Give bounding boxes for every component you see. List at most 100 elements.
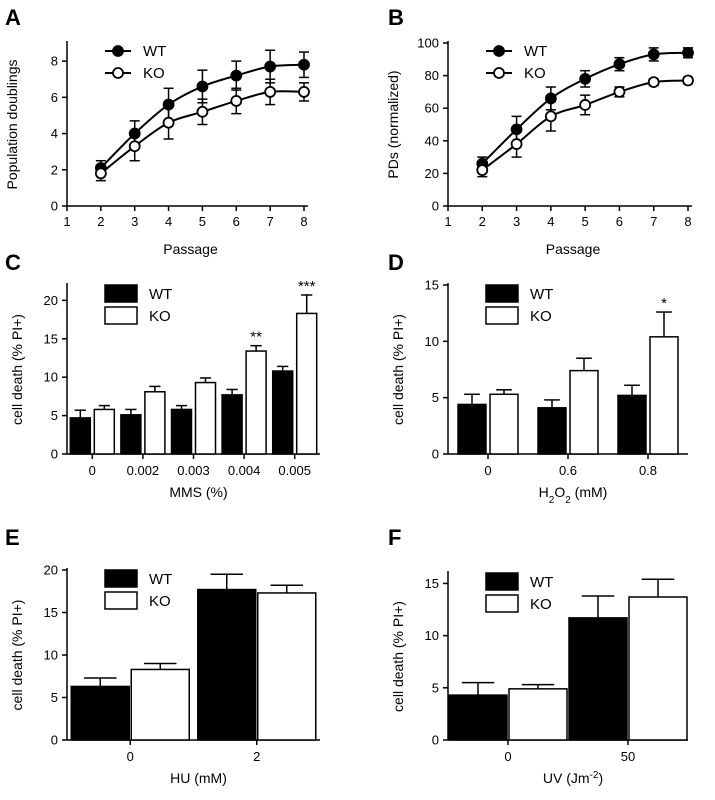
legend-label: KO bbox=[149, 308, 171, 325]
bar-WT bbox=[617, 394, 647, 455]
y-axis-title: cell death (% PI+) bbox=[9, 314, 25, 425]
data-point-WT bbox=[613, 58, 626, 71]
bar-WT bbox=[221, 394, 243, 455]
x-tick-label: 0.005 bbox=[278, 463, 311, 478]
bar-KO bbox=[130, 668, 190, 741]
bar-WT bbox=[537, 407, 567, 455]
legend-label: WT bbox=[524, 43, 547, 60]
x-tick-label: 0.003 bbox=[177, 463, 210, 478]
x-tick-label: 0 bbox=[127, 749, 134, 764]
x-tick-label: 0 bbox=[89, 463, 96, 478]
panel-letter: F bbox=[388, 525, 401, 550]
panel-letter: B bbox=[388, 5, 404, 30]
y-tick-label: 15 bbox=[425, 278, 439, 293]
x-tick-label: 5 bbox=[582, 214, 589, 229]
x-tick-label: 50 bbox=[621, 749, 635, 764]
data-point-KO bbox=[579, 99, 592, 111]
legend-swatch bbox=[104, 284, 138, 303]
bar-WT bbox=[170, 408, 193, 455]
bar-WT bbox=[70, 685, 130, 741]
data-point-WT bbox=[579, 72, 592, 85]
bar-KO bbox=[194, 381, 217, 455]
data-point-KO bbox=[613, 86, 626, 98]
data-point-WT bbox=[230, 69, 243, 82]
data-point-WT bbox=[298, 58, 310, 71]
x-tick-label: 8 bbox=[300, 214, 307, 229]
x-tick-label: 5 bbox=[199, 214, 206, 229]
y-tick-label: 10 bbox=[44, 370, 58, 385]
data-point-WT bbox=[264, 60, 277, 73]
y-axis-title: cell death (% PI+) bbox=[390, 314, 406, 425]
x-axis-title: MMS (%) bbox=[169, 484, 227, 500]
data-point-KO bbox=[264, 86, 277, 98]
x-tick-label: 0 bbox=[504, 749, 511, 764]
bar-WT bbox=[448, 694, 508, 741]
x-tick-label: 4 bbox=[165, 214, 172, 229]
bar-KO bbox=[508, 688, 568, 741]
data-point-KO bbox=[196, 105, 209, 118]
legend-label: WT bbox=[149, 286, 172, 303]
legend-label: KO bbox=[524, 65, 546, 82]
x-tick-label: 7 bbox=[267, 214, 274, 229]
legend-label: WT bbox=[149, 571, 172, 588]
legend-swatch bbox=[104, 591, 138, 610]
y-tick-label: 4 bbox=[51, 126, 58, 141]
significance-label: ** bbox=[250, 329, 262, 346]
y-tick-label: 0 bbox=[432, 447, 439, 462]
bar-WT bbox=[120, 414, 142, 455]
bar-WT bbox=[271, 370, 294, 455]
x-tick-label: 2 bbox=[97, 214, 104, 229]
y-tick-label: 0 bbox=[51, 733, 58, 748]
bar-WT bbox=[197, 588, 257, 741]
legend-swatch bbox=[485, 594, 519, 613]
x-tick-label: 8 bbox=[684, 214, 691, 229]
x-tick-label: 2 bbox=[253, 749, 260, 764]
bar-WT bbox=[568, 617, 628, 741]
x-tick-label: 7 bbox=[650, 214, 657, 229]
legend-label: KO bbox=[530, 596, 552, 613]
x-axis-title: Passage bbox=[546, 241, 601, 257]
data-point-KO bbox=[128, 140, 141, 153]
bar-KO bbox=[569, 369, 599, 455]
legend-swatch bbox=[485, 572, 519, 591]
y-axis-title: Population doublings bbox=[4, 60, 20, 190]
bar-KO bbox=[144, 391, 166, 455]
legend-label: WT bbox=[143, 43, 166, 60]
y-tick-label: 5 bbox=[432, 390, 439, 405]
legend-swatch bbox=[485, 284, 519, 303]
y-tick-label: 0 bbox=[432, 733, 439, 748]
y-tick-label: 0 bbox=[51, 447, 58, 462]
y-tick-label: 15 bbox=[44, 331, 58, 346]
y-tick-label: 60 bbox=[425, 101, 439, 116]
x-tick-label: 0.004 bbox=[228, 463, 261, 478]
x-tick-label: 3 bbox=[131, 214, 138, 229]
x-tick-label: 2 bbox=[479, 214, 486, 229]
bar-KO bbox=[649, 336, 679, 455]
significance-label: * bbox=[661, 295, 667, 312]
data-point-WT bbox=[647, 48, 660, 61]
bar-WT bbox=[69, 417, 92, 455]
x-axis-title: H2O2 (mM) bbox=[539, 484, 608, 506]
legend-swatch bbox=[104, 306, 138, 325]
x-tick-label: 0.002 bbox=[127, 463, 160, 478]
y-tick-label: 2 bbox=[51, 162, 58, 177]
bar-WT bbox=[457, 403, 487, 455]
x-axis-title: UV (Jm-2) bbox=[543, 770, 603, 787]
y-axis-title: cell death (% PI+) bbox=[9, 600, 25, 711]
y-tick-label: 20 bbox=[44, 293, 58, 308]
legend-label: WT bbox=[530, 286, 553, 303]
panel-letter: D bbox=[388, 250, 404, 275]
bar-KO bbox=[245, 350, 267, 455]
data-point-KO bbox=[162, 116, 175, 129]
y-tick-label: 10 bbox=[425, 628, 439, 643]
data-point-KO bbox=[94, 167, 107, 180]
legend-swatch bbox=[104, 569, 138, 588]
x-tick-label: 0 bbox=[484, 463, 491, 478]
data-point-KO bbox=[510, 138, 523, 150]
x-axis-title: HU (mM) bbox=[170, 770, 227, 786]
y-tick-label: 15 bbox=[425, 576, 439, 591]
y-tick-label: 100 bbox=[417, 36, 439, 51]
panel-letter: C bbox=[5, 250, 21, 275]
y-tick-label: 10 bbox=[44, 648, 58, 663]
